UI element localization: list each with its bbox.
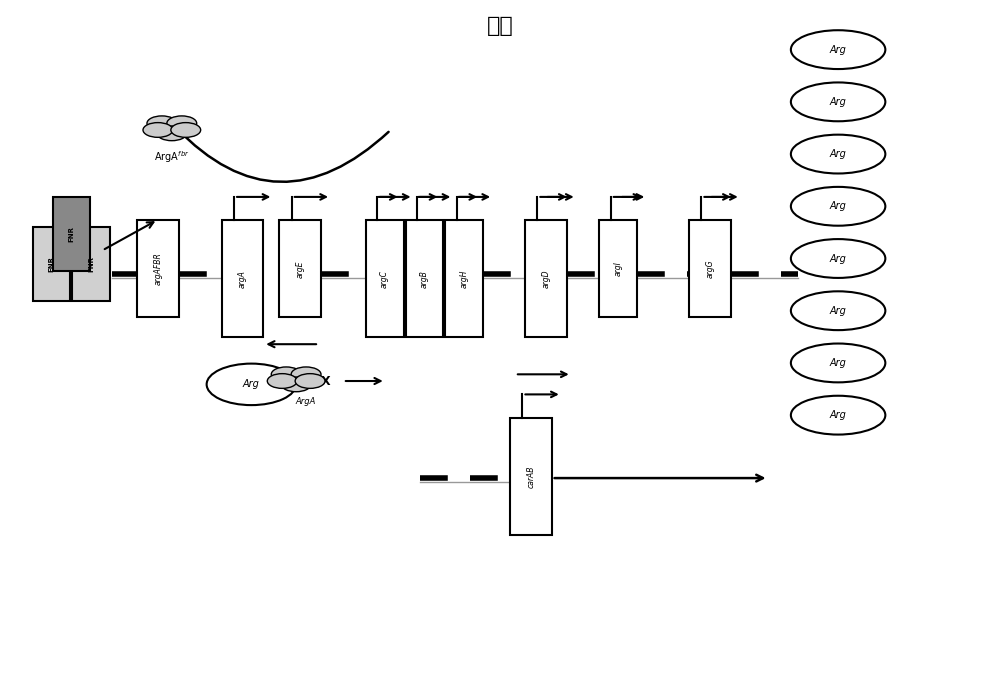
Ellipse shape: [167, 116, 197, 131]
Ellipse shape: [791, 82, 885, 122]
Text: Arg: Arg: [830, 201, 847, 211]
Ellipse shape: [143, 123, 173, 137]
Text: Arg: Arg: [830, 149, 847, 159]
Ellipse shape: [171, 123, 201, 137]
Text: FNR: FNR: [68, 225, 74, 242]
Ellipse shape: [271, 367, 301, 381]
Bar: [279, 220, 321, 317]
Bar: [137, 220, 179, 317]
Ellipse shape: [791, 134, 885, 173]
Text: argE: argE: [296, 260, 305, 277]
Bar: [599, 220, 637, 317]
Ellipse shape: [281, 377, 311, 392]
Text: ArgA$^{fbr}$: ArgA$^{fbr}$: [154, 149, 190, 165]
Text: argI: argI: [614, 261, 623, 276]
Text: 厌氧: 厌氧: [487, 16, 513, 36]
Bar: [366, 220, 404, 338]
Text: Arg: Arg: [830, 97, 847, 107]
Ellipse shape: [791, 239, 885, 278]
Ellipse shape: [791, 187, 885, 225]
Ellipse shape: [791, 344, 885, 382]
Text: argD: argD: [541, 270, 550, 288]
Text: Arg: Arg: [830, 410, 847, 420]
Ellipse shape: [157, 126, 187, 140]
Bar: [72, 227, 110, 300]
Bar: [53, 197, 90, 271]
Bar: [445, 220, 483, 338]
Text: FNR: FNR: [49, 256, 55, 272]
Ellipse shape: [295, 374, 325, 388]
Text: Arg: Arg: [830, 254, 847, 263]
Text: argC: argC: [380, 270, 389, 288]
Ellipse shape: [267, 374, 297, 388]
Text: Arg: Arg: [830, 306, 847, 316]
Ellipse shape: [791, 396, 885, 435]
Ellipse shape: [207, 364, 296, 405]
Text: carAB: carAB: [526, 465, 535, 487]
Ellipse shape: [147, 116, 177, 131]
Bar: [510, 418, 552, 535]
Ellipse shape: [791, 30, 885, 69]
Bar: [33, 227, 70, 300]
Text: ArgA: ArgA: [296, 397, 316, 406]
Text: argG: argG: [705, 260, 714, 278]
Bar: [406, 220, 443, 338]
Ellipse shape: [791, 292, 885, 330]
Text: argA: argA: [238, 270, 247, 288]
Bar: [689, 220, 731, 317]
Bar: [525, 220, 567, 338]
Text: argAFBR: argAFBR: [153, 252, 162, 286]
Text: X: X: [321, 375, 331, 387]
Text: argB: argB: [420, 270, 429, 288]
Bar: [222, 220, 263, 338]
Text: FNR: FNR: [88, 256, 94, 272]
Ellipse shape: [291, 367, 321, 381]
Text: Arg: Arg: [830, 45, 847, 55]
Text: argH: argH: [460, 270, 469, 288]
Text: Arg: Arg: [243, 379, 260, 389]
Text: Arg: Arg: [830, 358, 847, 368]
